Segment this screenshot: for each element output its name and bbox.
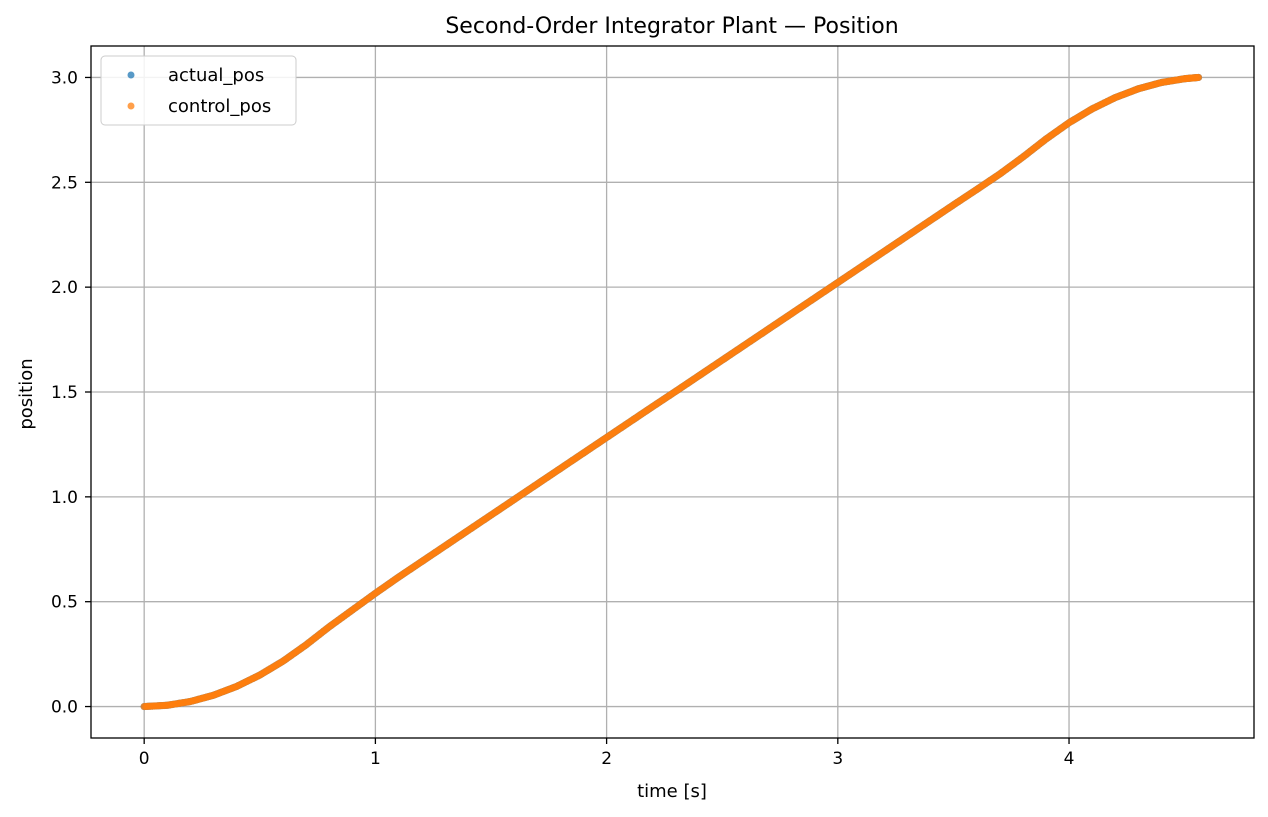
- legend-marker-actual-pos: [127, 71, 135, 79]
- y-tick-label: 3.0: [51, 68, 78, 88]
- y-tick-label: 2.5: [51, 173, 78, 193]
- x-tick-label: 4: [1064, 749, 1075, 769]
- y-tick-label: 1.5: [51, 383, 78, 403]
- y-axis-label: position: [16, 358, 37, 429]
- x-tick-label: 2: [601, 749, 612, 769]
- x-tick-label: 0: [139, 749, 150, 769]
- axis-ticks: 0 1 2 3 4 0.0 0.5 1.0 1.5 2.0 2.5 3.0: [51, 68, 1074, 769]
- x-axis-label: time [s]: [637, 781, 707, 802]
- x-tick-label: 3: [832, 749, 843, 769]
- legend: actual_pos control_pos: [100, 55, 297, 126]
- x-tick-label: 1: [370, 749, 381, 769]
- legend-label-actual-pos: actual_pos: [168, 65, 264, 86]
- chart-title: Second-Order Integrator Plant — Position: [445, 14, 898, 39]
- legend-frame: [100, 55, 297, 126]
- y-tick-label: 1.0: [51, 488, 78, 508]
- y-tick-label: 2.0: [51, 278, 78, 298]
- scatter-points: [140, 73, 1203, 711]
- grid-lines: [91, 46, 1254, 738]
- legend-marker-control-pos: [127, 102, 135, 110]
- point-control-pos: [1194, 73, 1203, 82]
- y-tick-label: 0.5: [51, 593, 78, 613]
- y-tick-label: 0.0: [51, 698, 78, 718]
- legend-label-control-pos: control_pos: [168, 96, 271, 117]
